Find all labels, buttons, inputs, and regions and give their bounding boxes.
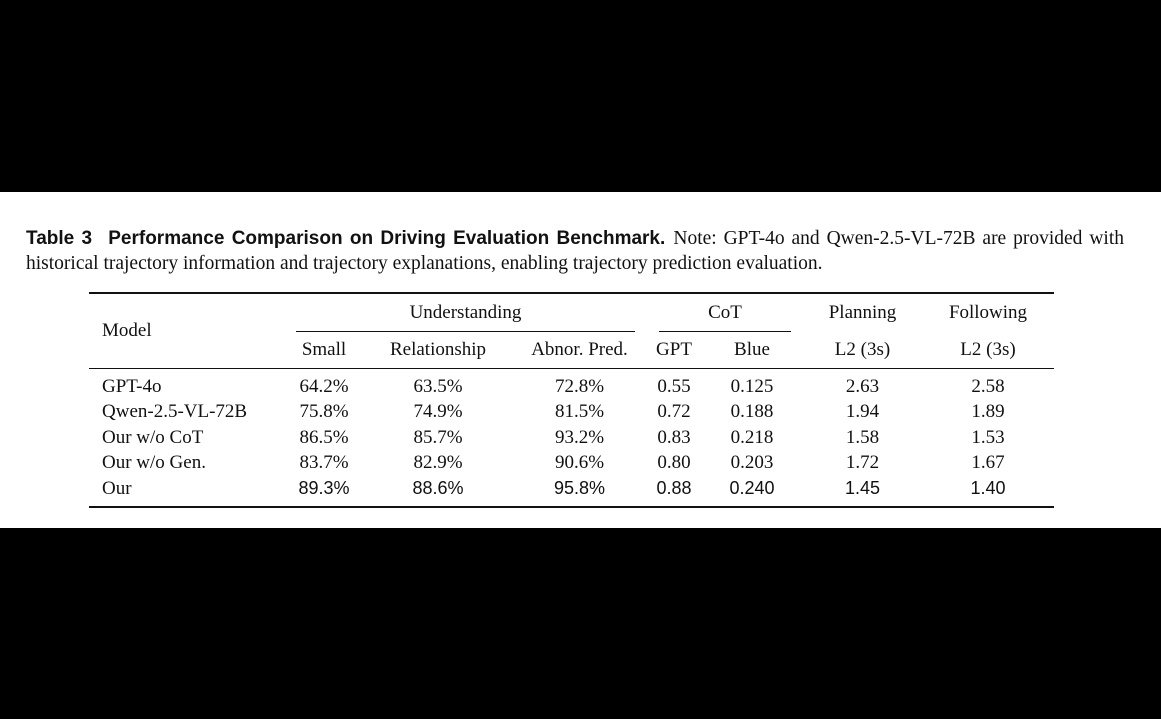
cell-small: 83.7%	[299, 452, 349, 474]
understanding-rule	[296, 331, 635, 332]
cell-blue: 0.125	[730, 375, 774, 397]
cell-blue: 0.218	[730, 426, 774, 448]
group-understanding-label: Understanding	[409, 302, 522, 323]
cell-abnor-pred: 93.2%	[554, 426, 605, 448]
cell-model: GPT-4o	[102, 375, 162, 397]
cell-following-l2: 1.67	[971, 452, 1005, 474]
cell-model: Qwen-2.5-VL-72B	[102, 401, 248, 423]
cell-planning-l2: 1.58	[845, 426, 880, 448]
results-table: Model Understanding CoT Planning Followi…	[89, 292, 1054, 508]
col-gpt: GPT	[647, 332, 701, 369]
cell-relationship: 82.9%	[413, 452, 463, 474]
cell-abnor-pred: 72.8%	[554, 375, 605, 397]
cell-abnor-pred: 95.8%	[512, 476, 647, 508]
cell-following-l2: 1.89	[971, 401, 1005, 423]
group-following: Following	[922, 292, 1054, 332]
table-row: GPT-4o 64.2% 63.5% 72.8% 0.55 0.125 2.63…	[89, 369, 1054, 400]
col-planning-l2: L2 (3s)	[803, 332, 922, 369]
table-row: Qwen-2.5-VL-72B 75.8% 74.9% 81.5% 0.72 0…	[89, 400, 1054, 426]
cell-model: Our w/o CoT	[102, 426, 204, 448]
caption-title: Performance Comparison on Driving Evalua…	[108, 228, 666, 249]
cell-small: 86.5%	[299, 426, 349, 448]
caption-note: Note: GPT-4o and Qwen-2.5-VL-72B are pro…	[26, 228, 1124, 274]
cell-abnor-pred: 90.6%	[554, 452, 605, 474]
cell-relationship: 63.5%	[413, 375, 463, 397]
cell-relationship: 74.9%	[413, 401, 463, 423]
cell-small: 75.8%	[299, 401, 349, 423]
table-row-best: Our 89.3% 88.6% 95.8% 0.88 0.240 1.45 1.…	[89, 476, 1054, 508]
cell-planning-l2: 1.94	[845, 401, 880, 423]
cell-blue: 0.240	[701, 476, 803, 508]
col-abnor-pred: Abnor. Pred.	[512, 332, 647, 369]
group-understanding: Understanding	[284, 292, 647, 332]
cell-relationship: 85.7%	[413, 426, 463, 448]
table-row: Our w/o CoT 86.5% 85.7% 93.2% 0.83 0.218…	[89, 425, 1054, 451]
cell-blue: 0.203	[730, 452, 774, 474]
cell-planning-l2: 2.63	[845, 375, 880, 397]
cell-model: Our	[89, 476, 284, 508]
cell-planning-l2: 1.45	[803, 476, 922, 508]
cell-model: Our w/o Gen.	[102, 452, 206, 474]
cell-following-l2: 1.40	[922, 476, 1054, 508]
group-planning: Planning	[803, 292, 922, 332]
cell-gpt: 0.80	[657, 452, 691, 474]
cell-abnor-pred: 81.5%	[554, 401, 605, 423]
cell-following-l2: 1.53	[971, 426, 1005, 448]
col-relationship: Relationship	[364, 332, 512, 369]
cell-gpt: 0.72	[657, 401, 691, 423]
cell-gpt: 0.83	[657, 426, 691, 448]
cot-rule	[659, 331, 791, 332]
group-cot: CoT	[647, 292, 803, 332]
col-following-l2: L2 (3s)	[922, 332, 1054, 369]
cell-blue: 0.188	[730, 401, 774, 423]
cell-planning-l2: 1.72	[845, 452, 880, 474]
model-header: Model	[89, 292, 284, 369]
cell-relationship: 88.6%	[364, 476, 512, 508]
cell-gpt: 0.88	[647, 476, 701, 508]
col-blue: Blue	[701, 332, 803, 369]
cell-gpt: 0.55	[657, 375, 691, 397]
col-small: Small	[284, 332, 364, 369]
group-cot-label: CoT	[708, 302, 742, 323]
table-caption: Table 3 Performance Comparison on Drivin…	[26, 226, 1124, 276]
cell-small: 89.3%	[284, 476, 364, 508]
caption-label: Table 3	[26, 228, 93, 249]
table-row: Our w/o Gen. 83.7% 82.9% 90.6% 0.80 0.20…	[89, 451, 1054, 477]
cell-following-l2: 2.58	[971, 375, 1005, 397]
cell-small: 64.2%	[299, 375, 349, 397]
